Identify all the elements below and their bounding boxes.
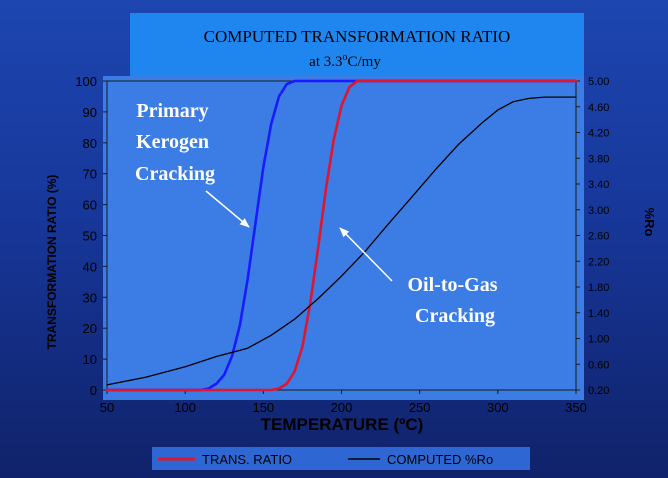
annotation-oilgas-line-2: Cracking: [415, 305, 495, 327]
legend-box: [152, 447, 530, 470]
x-tick-label: 100: [174, 400, 196, 415]
x-tick-label: 350: [565, 400, 587, 415]
series-line-computed_ro: [106, 96, 577, 386]
subtitle-part-1: at 3.3: [309, 54, 342, 70]
y2-tick-label: 0.60: [588, 359, 609, 371]
plot-panel: [103, 76, 584, 400]
annotation-primary-line-3: Cracking: [135, 163, 215, 185]
y2-tick-label: 1.80: [588, 282, 609, 294]
annotation-oilgas-line-1: Oil-to-Gas: [408, 274, 498, 296]
y-tick-label: 30: [83, 290, 97, 305]
y-tick-label: 100: [75, 74, 97, 89]
annotation-primary-kerogen: Primary Kerogen Cracking: [135, 100, 215, 185]
y-tick-label: 20: [83, 321, 97, 336]
legend-label-computed-ro: COMPUTED %Ro: [387, 452, 493, 467]
y-tick-label: 0: [90, 383, 97, 398]
y2-tick-label: 0.20: [588, 385, 609, 397]
arrow-oil-to-gas: [339, 227, 393, 282]
y2-tick-label: 3.00: [588, 205, 609, 217]
y2-tick-label: 2.20: [588, 256, 609, 268]
annotation-primary-line-2: Kerogen: [136, 131, 209, 153]
y-axis-title: TRANSFORMATION RATIO (%): [45, 175, 59, 350]
subtitle-part-2: C/my: [347, 54, 381, 70]
series-line-oil_to_gas: [105, 79, 578, 392]
y2-tick-label: 1.00: [588, 334, 609, 346]
chart-title: COMPUTED TRANSFORMATION RATIO: [204, 27, 511, 46]
y-tick-label: 10: [83, 352, 97, 367]
x-tick-label: 200: [331, 400, 353, 415]
x-axis-title: TEMPERATURE (ºC): [261, 415, 424, 434]
y2-axis-title: %Ro: [642, 208, 657, 237]
x-tick-label: 50: [100, 400, 114, 415]
y2-tick-label: 3.40: [588, 179, 609, 191]
y2-tick-label: 4.20: [588, 128, 609, 140]
annotation-oil-to-gas: Oil-to-Gas Cracking: [408, 274, 503, 327]
title-panel: [130, 13, 584, 88]
y2-tick-label: 3.80: [588, 153, 609, 165]
annotation-primary-line-1: Primary: [136, 100, 208, 122]
x-tick-label: 300: [487, 400, 509, 415]
x-tick-label: 150: [252, 400, 274, 415]
subtitle-superscript: o: [342, 52, 347, 63]
chart-subtitle: at 3.3oC/my: [309, 52, 381, 70]
y-tick-label: 50: [83, 229, 97, 244]
series-line-primary_kerogen: [105, 79, 578, 392]
x-tick-label: 250: [409, 400, 431, 415]
y2-tick-label: 2.60: [588, 231, 609, 243]
y-tick-label: 80: [83, 136, 97, 151]
y-tick-label: 70: [83, 167, 97, 182]
legend-label-trans-ratio: TRANS. RATIO: [202, 452, 292, 467]
y2-tick-label: 5.00: [588, 76, 609, 88]
y-tick-label: 40: [83, 259, 97, 274]
y-tick-label: 90: [83, 105, 97, 120]
arrow-primary-kerogen: [205, 190, 250, 228]
y-tick-label: 60: [83, 198, 97, 213]
y2-tick-label: 1.40: [588, 308, 609, 320]
legend: TRANS. RATIO COMPUTED %Ro: [152, 447, 530, 470]
y2-tick-label: 4.60: [588, 102, 609, 114]
